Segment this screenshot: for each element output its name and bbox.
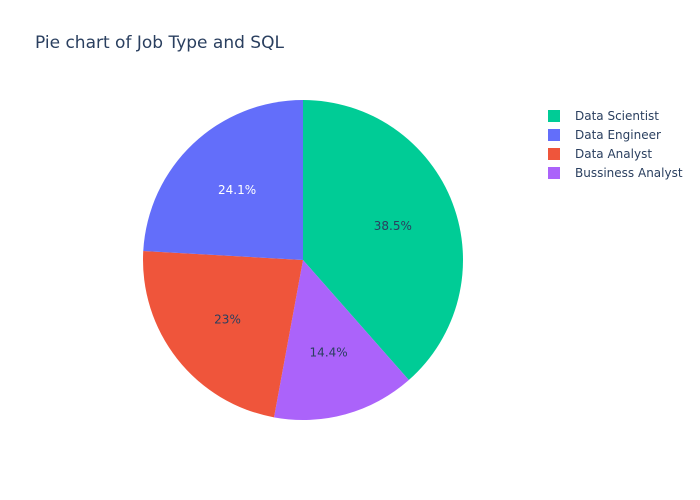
pie-slice-labels: 38.5% 14.4% 23% 24.1%: [214, 183, 412, 359]
legend-swatch-data-scientist: [548, 109, 560, 122]
legend-item-bussiness-analyst[interactable]: Bussiness Analyst: [548, 163, 683, 182]
legend-item-data-scientist[interactable]: Data Scientist: [548, 106, 683, 125]
pie-slices: [143, 100, 464, 420]
legend-label-bussiness-analyst: Bussiness Analyst: [575, 165, 683, 180]
chart-title: Pie chart of Job Type and SQL: [35, 33, 284, 53]
pie-slice-label-data-scientist: 38.5%: [374, 219, 412, 233]
pie-slice-data-engineer[interactable]: [143, 100, 303, 260]
legend-label-data-engineer: Data Engineer: [575, 127, 661, 142]
legend-item-data-engineer[interactable]: Data Engineer: [548, 125, 683, 144]
pie-slice-data-analyst[interactable]: [143, 250, 303, 418]
legend-swatch-data-analyst: [548, 147, 560, 160]
legend-label-data-scientist: Data Scientist: [575, 108, 659, 123]
legend-label-data-analyst: Data Analyst: [575, 146, 653, 161]
pie-slice-label-data-analyst: 23%: [214, 312, 241, 326]
legend-item-data-analyst[interactable]: Data Analyst: [548, 144, 683, 163]
legend-swatch-data-engineer: [548, 128, 560, 141]
legend-swatch-bussiness-analyst: [548, 166, 560, 179]
pie-slice-label-bussiness-analyst: 14.4%: [310, 346, 348, 360]
pie-slice-bussiness-analyst[interactable]: [274, 260, 409, 420]
pie-slice-data-scientist[interactable]: [303, 100, 464, 381]
pie-slice-label-data-engineer: 24.1%: [218, 183, 256, 197]
legend: Data Scientist Data Engineer Data Analys…: [548, 106, 683, 182]
